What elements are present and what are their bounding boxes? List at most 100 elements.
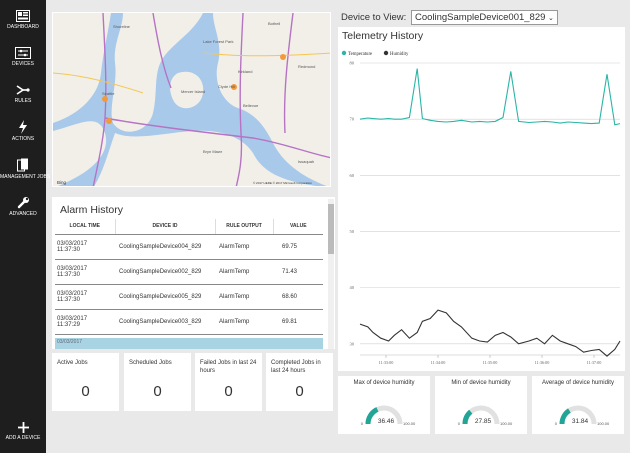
gauge-value: 36.46	[378, 418, 395, 425]
gauge-value: 31.84	[572, 418, 589, 425]
gauge-value: 27.85	[475, 418, 492, 425]
x-tick-label: 11:35:00	[483, 360, 498, 365]
gauge-fill	[559, 408, 571, 425]
telemetry-panel: Telemetry History Temperature Humidity 80 7…	[338, 27, 625, 371]
gauge-fill	[462, 409, 473, 425]
gauge-min: 0	[555, 421, 558, 426]
chart-legend: Temperature Humidity	[341, 50, 409, 57]
map-canvas: Seattle Bellevue Kirkland Redmond Bothel…	[53, 13, 330, 186]
alarm-date: 03/03/2017	[57, 315, 88, 322]
x-tick-label: 11:36:00	[535, 360, 550, 365]
alarm-time-cell: 03/03/2017 11:37:30	[55, 234, 115, 260]
job-tile-label: Completed Jobs in last 24 hours	[271, 360, 321, 374]
legend-label: Temperature	[348, 52, 372, 57]
alarm-date: 03/03/2017	[57, 265, 88, 272]
device-dropdown[interactable]: CoolingSampleDevice001_829 ⌄	[410, 10, 558, 25]
job-tile-value: 0	[224, 383, 233, 400]
gauge-label: Average of device humidity	[542, 380, 614, 386]
nav-devices-label: DEVICES	[12, 61, 34, 67]
nav-dashboard[interactable]: DASHBOARD	[0, 10, 46, 30]
alarm-value-cell: 69.81	[273, 309, 323, 335]
alarm-time-cell: 03/03/2017 11:37:29	[55, 309, 115, 335]
nav-rules-label: RULES	[14, 98, 32, 104]
gauge-label: Max of device humidity	[353, 380, 415, 386]
legend-marker	[341, 50, 347, 56]
nav-advanced-label: ADVANCED	[9, 211, 37, 217]
device-selector-label: Device to View:	[341, 12, 407, 23]
devices-icon	[15, 47, 31, 59]
y-tick-label: 30	[350, 341, 355, 346]
gauge-max: 100.00	[500, 421, 513, 426]
main-content: Seattle Bellevue Kirkland Redmond Bothel…	[46, 0, 630, 453]
column-header[interactable]: RULE OUTPUT	[214, 219, 273, 235]
nav-devices[interactable]: DEVICES	[0, 47, 46, 67]
nav-add-device[interactable]: ADD A DEVICE	[0, 422, 46, 441]
telemetry-chart[interactable]: Temperature Humidity 80 70 60 50 40 30 11:33:00 1…	[338, 47, 625, 369]
alarm-date: 03/03/2017	[57, 290, 88, 297]
wrench-icon	[17, 197, 29, 209]
map-copyright: © 2017 HERE © 2017 Microsoft Corporation	[253, 181, 312, 185]
alarm-time: 11:37:30	[57, 246, 80, 253]
scheduled-jobs-tile[interactable]: Scheduled Jobs 0	[124, 353, 191, 411]
map-label: Issaquah	[298, 159, 314, 164]
gauge-dial: 31.84 0 100.00	[555, 405, 610, 426]
gauge-min-humidity: Min of device humidity 27.85 0 100.00	[435, 376, 527, 434]
map-label: Lake Forest Park	[203, 39, 233, 44]
table-row[interactable]: 03/03/2017 11:37:30 CoolingSampleDevice00…	[55, 234, 323, 260]
map-label: Seattle	[102, 91, 115, 96]
alarm-device-cell: CoolingSampleDevice003_829	[115, 309, 215, 335]
gauge-max: 100.00	[403, 421, 416, 426]
job-tile-value: 0	[153, 383, 162, 400]
nav-actions[interactable]: ACTIONS	[0, 120, 46, 142]
legend-label: Humidity	[390, 52, 409, 57]
nav-rules[interactable]: RULES	[0, 84, 46, 104]
job-tile-label: Active Jobs	[57, 360, 88, 366]
gauge-dial: 36.46 0 100.00	[361, 405, 416, 426]
alarm-time-cell: 03/03/2017 11:37:30	[55, 284, 115, 310]
gauge-label: Min of device humidity	[451, 380, 511, 386]
column-header[interactable]: DEVICE ID	[114, 219, 215, 235]
completed-jobs-tile[interactable]: Completed Jobs in last 24 hours 0	[266, 353, 333, 411]
table-row[interactable]: 03/03/2017 11:37:30 CoolingSampleDevice00…	[55, 284, 323, 310]
alarm-value-cell: 71.43	[273, 259, 323, 285]
failed-jobs-tile[interactable]: Failed Jobs in last 24 hours 0	[195, 353, 262, 411]
device-map[interactable]: Seattle Bellevue Kirkland Redmond Bothel…	[52, 12, 331, 187]
map-label: Redmond	[298, 64, 315, 69]
alarm-value-cell: 69.75	[273, 234, 323, 260]
x-tick-label: 11:34:00	[431, 360, 446, 365]
gauge-min: 0	[458, 421, 461, 426]
active-jobs-tile[interactable]: Active Jobs 0	[52, 353, 119, 411]
device-selector: Device to View: CoolingSampleDevice001_8…	[341, 10, 558, 25]
table-row-selected[interactable]: 03/03/2017	[55, 338, 323, 349]
gauge-max-humidity: Max of device humidity 36.46 0 100.00	[338, 376, 430, 434]
alarm-value-cell: 68.60	[273, 284, 323, 310]
map-label: Bellevue	[243, 103, 259, 108]
y-tick-label: 60	[350, 173, 355, 178]
alarm-date: 03/03/2017	[57, 240, 88, 247]
x-tick-label: 11:37:00	[587, 360, 602, 365]
map-label: Clyde Hill	[218, 84, 235, 89]
series-line-temperature	[359, 68, 621, 126]
alarm-scrollbar[interactable]	[328, 199, 334, 349]
map-provider-logo: Bing	[57, 180, 67, 185]
jobs-icon	[17, 158, 28, 172]
nav-add-device-label: ADD A DEVICE	[5, 435, 41, 441]
map-label: Mercer Island	[181, 89, 205, 94]
nav-management-jobs-label: MANAGEMENT JOBS	[0, 174, 51, 180]
alarm-rule-cell: AlarmTemp	[215, 309, 273, 335]
alarm-history-title: Alarm History	[60, 204, 124, 216]
series-line-humidity	[359, 309, 621, 357]
nav-management-jobs[interactable]: MANAGEMENT JOBS	[0, 158, 51, 180]
gauge-dial: 27.85 0 100.00	[458, 405, 513, 426]
alarm-table: LOCAL TIME DEVICE ID RULE OUTPUT VALUE 0…	[55, 219, 323, 335]
column-header[interactable]: VALUE	[272, 219, 323, 235]
nav-advanced[interactable]: ADVANCED	[0, 196, 46, 217]
alarm-time: 11:37:29	[57, 321, 80, 328]
table-row[interactable]: 03/03/2017 11:37:30 CoolingSampleDevice00…	[55, 259, 323, 285]
table-row[interactable]: 03/03/2017 11:37:29 CoolingSampleDevice00…	[55, 309, 323, 335]
scrollbar-thumb[interactable]	[328, 204, 334, 254]
column-header[interactable]: LOCAL TIME	[55, 219, 115, 235]
chevron-down-icon: ⌄	[548, 15, 554, 22]
alarm-time: 11:37:30	[57, 271, 80, 278]
alarm-rule-cell: AlarmTemp	[215, 284, 273, 310]
